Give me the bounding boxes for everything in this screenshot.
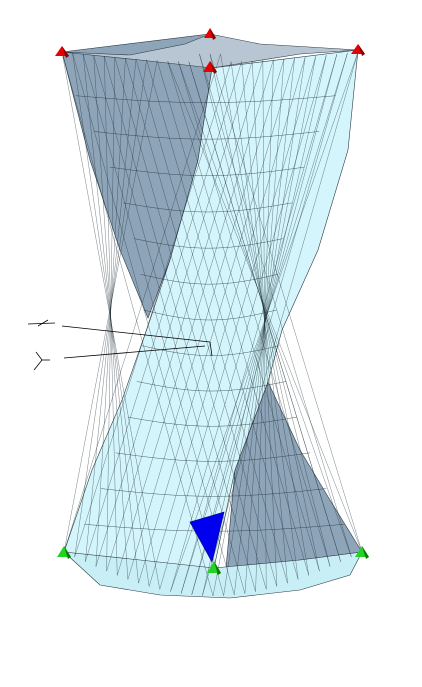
mesh-edge [278,381,286,383]
mesh-edge [287,417,296,419]
